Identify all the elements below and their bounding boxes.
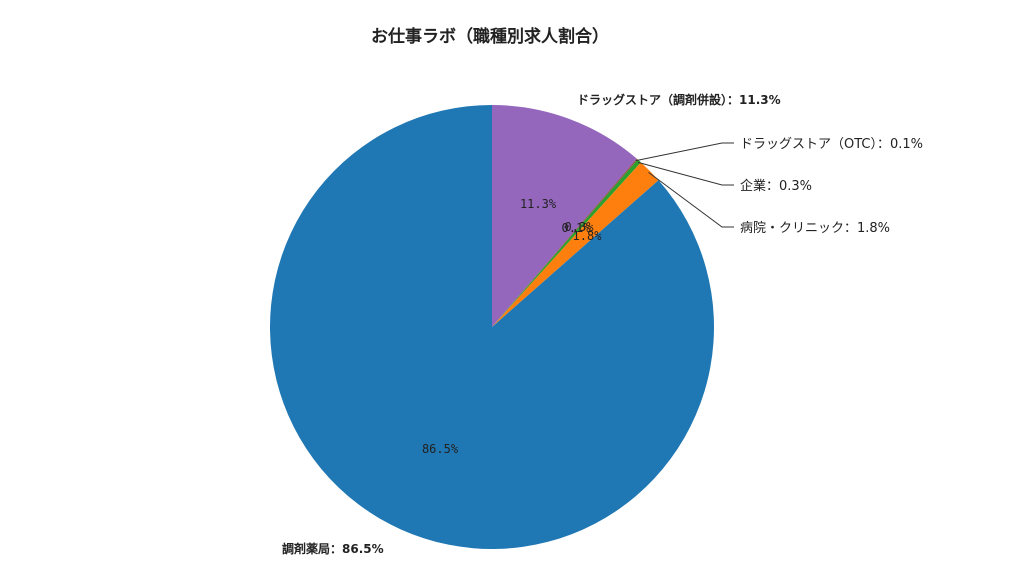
slice-category-label-0: ドラッグストア（調剤併設）：11.3%: [577, 92, 781, 107]
slice-labels: 11.3% ドラッグストア（調剤併設）：11.3% 0.1% ドラッグストア（OTC）…: [282, 92, 923, 556]
slice-4: [269, 105, 714, 549]
slice-category-label-1: ドラッグストア（OTC）：0.1%: [740, 137, 923, 152]
chart-title: お仕事ラボ（職種別求人割合）: [371, 27, 609, 47]
slice-percent-label-1: 0.1%: [562, 221, 592, 235]
slice-2: [492, 159, 641, 327]
slice-1: [492, 158, 638, 327]
leader-line-2: [637, 161, 734, 186]
slice-percent-label-2: 0.3%: [565, 220, 595, 234]
slice-3: [492, 162, 659, 327]
slice-0: [492, 105, 637, 327]
slice-percent-label-4: 86.5%: [422, 442, 459, 456]
slice-category-label-3: 病院・クリニック：1.8%: [740, 221, 890, 236]
slice-category-label-4: 調剤薬局：86.5%: [282, 541, 384, 556]
leader-lines: [635, 142, 734, 228]
slice-percent-label-3: 1.8%: [573, 229, 603, 243]
leader-line-1: [635, 142, 734, 162]
pie-slices: [269, 105, 714, 549]
slice-category-label-2: 企業：0.3%: [740, 178, 812, 194]
slice-percent-label-0: 11.3%: [520, 197, 557, 211]
leader-line-3: [648, 171, 734, 228]
